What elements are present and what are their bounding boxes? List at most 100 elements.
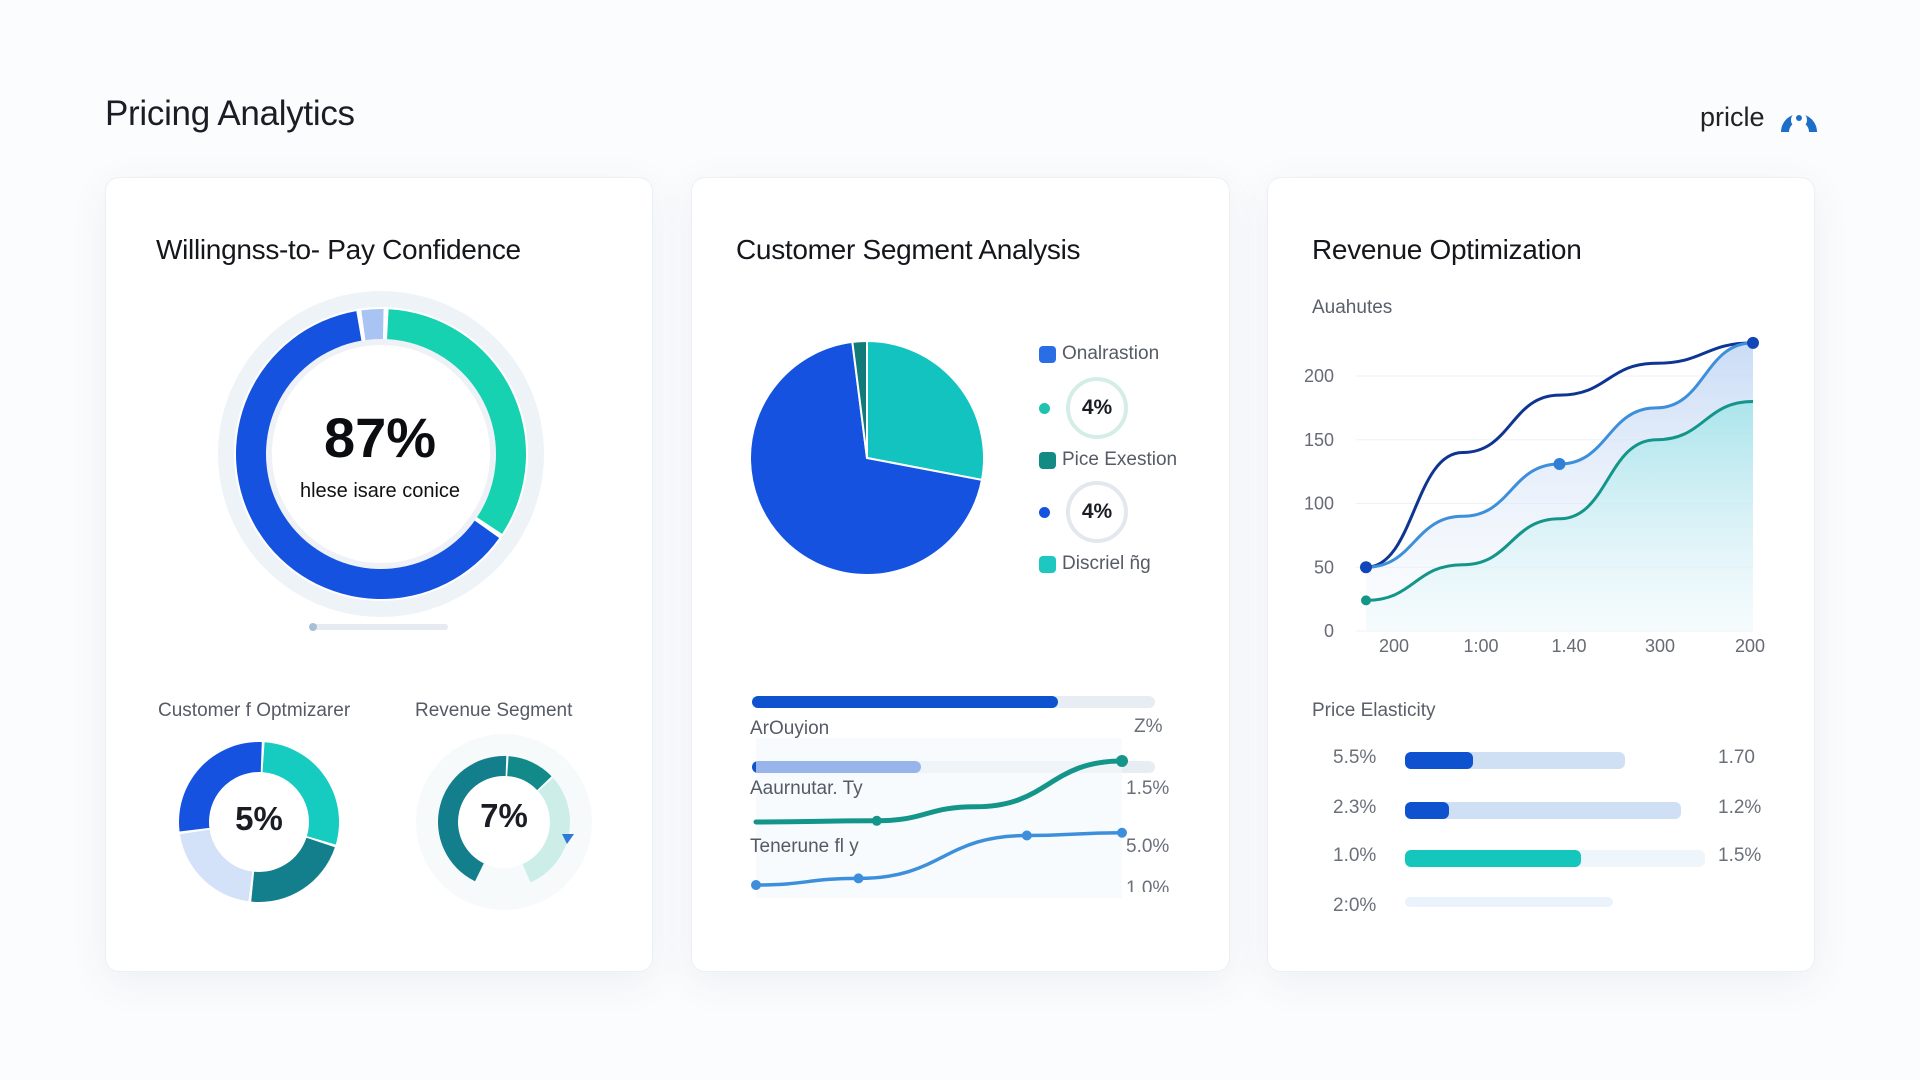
legend-item[interactable]: 4% — [1039, 377, 1128, 439]
x-tick-label: 300 — [1645, 636, 1675, 656]
x-tick-label: 1.40 — [1551, 636, 1586, 656]
elasticity-row: 2.3% 1.2% — [1268, 795, 1816, 823]
row-label: Tenerune fl y — [750, 836, 859, 857]
donut-segment — [507, 756, 552, 791]
trend-point — [1117, 827, 1127, 838]
confidence-donut — [218, 291, 544, 617]
y-tick-label: 100 — [1304, 494, 1334, 514]
revenue-segment-donut — [416, 734, 592, 910]
data-point — [1361, 595, 1371, 606]
trend-point — [1116, 755, 1128, 767]
area-fill — [1366, 401, 1753, 631]
mini-value: 7% — [480, 797, 528, 834]
customer-optimizer-donut — [179, 742, 339, 902]
page-title: Pricing Analytics — [105, 94, 355, 133]
segment-trend-lines — [751, 738, 1128, 898]
arrow-icon — [562, 834, 574, 844]
series-line-navy — [1365, 341, 1754, 569]
trend-point — [853, 873, 864, 884]
segment-pie-chart — [749, 339, 985, 576]
brand-name[interactable]: pricle — [1700, 102, 1765, 132]
elasticity-label: 5.5% — [1333, 747, 1377, 768]
pie-slice — [851, 339, 868, 459]
donut-segment — [387, 309, 526, 534]
slider-handle[interactable] — [309, 623, 317, 631]
revenue-optimization-card: Revenue Optimization Auahutes 200 150 100 5… — [1267, 177, 1815, 972]
x-tick-label: 1:00 — [1463, 636, 1498, 656]
donut-outer-ring — [218, 291, 544, 617]
row-label: Aaurnutar. Ty — [750, 778, 863, 799]
donut-segment — [438, 756, 507, 882]
elasticity-title: Price Elasticity — [1312, 700, 1436, 721]
trend-point — [751, 880, 761, 890]
legend-ring-value: 4% — [1066, 377, 1128, 439]
legend-swatch-icon — [1039, 345, 1056, 363]
elasticity-value: 1.2% — [1718, 797, 1762, 818]
elasticity-fill — [1405, 850, 1581, 867]
pie-slice — [866, 339, 985, 482]
legend-swatch-icon — [1039, 451, 1056, 469]
legend-label: Pice Exestion — [1062, 449, 1178, 470]
legend-item[interactable]: Pice Exestion — [1039, 446, 1177, 474]
elasticity-row: 1.0% 1.5% — [1268, 843, 1816, 871]
y-tick-label: 0 — [1324, 621, 1334, 641]
elasticity-value: 1.5% — [1718, 845, 1762, 866]
elasticity-label: 2.3% — [1333, 797, 1377, 818]
elasticity-row: 2:0% — [1268, 887, 1816, 915]
row-value: 5.0% — [1126, 836, 1170, 857]
confidence-subtitle: hlese isare conice — [299, 480, 461, 502]
segment-progress-bar — [752, 696, 1155, 708]
data-point — [1747, 336, 1759, 349]
card-title: Revenue Optimization — [1312, 234, 1582, 265]
elasticity-fill — [1405, 802, 1449, 819]
progress-fill — [752, 696, 1059, 708]
mini-value: 5% — [235, 800, 283, 837]
elasticity-fill — [1405, 752, 1473, 769]
y-tick-label: 150 — [1304, 430, 1334, 450]
legend-label: Onalrastion — [1062, 343, 1160, 364]
data-point — [1553, 457, 1566, 470]
x-tick-label: 200 — [1735, 636, 1765, 656]
elasticity-bar — [1405, 752, 1625, 769]
series-line-teal — [1365, 400, 1754, 602]
donut-segment — [179, 829, 253, 902]
donut-segment — [251, 837, 335, 902]
trend-point — [1021, 830, 1032, 841]
trend-line — [753, 758, 1125, 825]
trend-line — [754, 831, 1124, 887]
donut-segment — [262, 742, 339, 845]
line-area — [756, 738, 1122, 898]
legend-item[interactable]: 4% — [1039, 481, 1128, 543]
card-title: Customer Segment Analysis — [736, 234, 1081, 265]
y-tick-label: 200 — [1304, 366, 1334, 386]
legend-dot-icon — [1039, 506, 1050, 518]
donut-segment — [179, 742, 262, 832]
row-value: 1.5% — [1126, 778, 1170, 799]
confidence-slider[interactable] — [309, 623, 448, 631]
donut-segment — [522, 777, 570, 883]
elasticity-bar — [1405, 850, 1705, 867]
mini-label: Revenue Segment — [415, 700, 573, 721]
legend-swatch-icon — [1039, 555, 1056, 573]
chart-ylabel: Auahutes — [1312, 297, 1393, 318]
donut-inner-ring — [266, 339, 496, 569]
legend-label: Discriel ñg — [1062, 553, 1151, 574]
card-title: Willingnss-to- Pay Confidence — [156, 234, 521, 265]
y-tick-label: 50 — [1314, 557, 1334, 577]
wtp-confidence-card: Willingnss-to- Pay Confidence 87% hlese … — [105, 177, 653, 972]
mini-label: Customer f Optmizarer — [158, 700, 351, 721]
legend-item[interactable]: Discriel ñg — [1039, 550, 1151, 578]
data-point — [1360, 561, 1372, 574]
confidence-value: 87% — [323, 406, 437, 469]
revenue-line-chart: 200 150 100 50 0 200 1:00 1.40 300 200 — [1304, 336, 1765, 656]
row-value: Z% — [1134, 716, 1163, 737]
logo-badge-icon — [1781, 112, 1817, 132]
legend-item[interactable]: Onalrastion — [1039, 340, 1159, 368]
elasticity-bar — [1405, 802, 1681, 819]
donut-segment — [361, 309, 384, 341]
customer-segment-card: Customer Segment Analysis Onalrastion 4% P… — [691, 177, 1230, 972]
row-value: 1.0% — [1126, 878, 1170, 892]
elasticity-value: 1.70 — [1718, 747, 1755, 768]
trend-point — [871, 815, 882, 826]
elasticity-bar — [1405, 897, 1613, 907]
